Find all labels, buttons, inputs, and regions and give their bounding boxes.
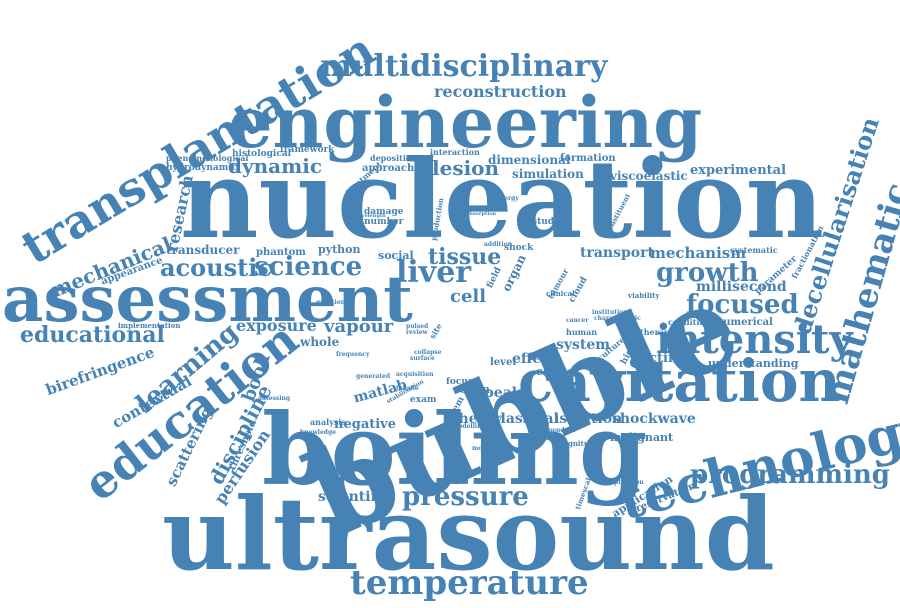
word-classical: classical [492,411,559,427]
word-experimental: experimental [690,163,787,178]
word-interaction: interaction [430,147,480,157]
word-hydrodynamic: hydrodynamic [166,163,238,173]
word-tensile: tensile [396,385,419,392]
word-engineering: engineering [228,81,703,164]
word-millisecond: millisecond [696,279,787,295]
word-mechanism: mechanism [650,244,747,262]
word-pressure: pressure [402,482,529,512]
word-intensity: intensity [656,316,853,363]
word-multidisciplinary: multidisciplinary [320,49,608,84]
word-morphology: morphology [472,445,513,452]
word-phenomenological: phenomenological [166,153,249,163]
word-programming: programming [690,460,890,490]
word-level: level [490,357,517,368]
word-shock: shock [504,243,534,253]
word-studies: studies [532,217,569,227]
word-complication: complication [600,479,644,486]
word-whole: whole [300,335,340,349]
word-assessing: assessing [258,395,291,402]
word-numerical: numerical [716,317,773,328]
word-wavelength: wavelength [354,213,386,219]
word-boiling: boiling [262,393,648,508]
word-tissue: tissue [428,244,502,270]
word-damage: damage [364,207,404,217]
word-liver: liver [396,255,472,290]
word-formation: formation [560,153,616,164]
word-viscoelastic: viscoelastic [610,169,688,183]
word-knowledge: knowledge [300,429,336,436]
word-isolation: isolation [554,411,623,427]
word-cell: cell [450,286,487,307]
word-reconstruction: reconstruction [434,82,567,101]
word-clinical: clinical [546,289,575,298]
word-transducer: transducer [166,243,240,257]
word-transport: transport [580,245,654,261]
word-effect: effect [512,351,557,367]
word-open: open [460,383,491,396]
word-scientific: scientific [318,489,390,505]
word-question: question [316,299,346,306]
word-pulsed: pulsed [406,323,429,330]
word-number: number [364,217,404,227]
word-human: human [566,327,598,337]
word-vapour: vapour [324,316,394,337]
word-focused: focused [686,290,799,320]
word-peak: peak [484,385,522,401]
word-dimensional: dimensional [488,153,571,167]
word-dynamic: dynamic [228,154,323,178]
word-ultrasound: ultrasound [162,475,775,593]
word-understanding: understanding [708,357,799,370]
word-absorption: absorption [466,211,497,217]
word-science: science [254,252,363,282]
word-phantom: phantom [256,247,306,258]
word-approach: approach [362,163,415,174]
word-theory: theory [452,411,503,427]
word-modelling: modelling [452,423,486,430]
word-shockwave: shockwave [612,411,696,427]
word-cavitation: cavitation [518,347,841,415]
word-nucleation: nucleation [180,137,824,263]
word-acoustic: acoustic [160,253,272,282]
word-exam: exam [410,395,437,405]
word-review: review [406,329,428,336]
word-system: system [556,337,611,353]
word-characteristic: characteristic [594,315,641,322]
word-analysis: analysis [310,417,346,427]
word-dependent: dependent [540,427,576,434]
word-social: social [378,249,414,262]
word-site: site [427,321,444,341]
word-lesion: lesion [432,156,500,180]
word-energy: energy [496,195,519,202]
word-collapse: collapse [414,349,442,356]
word-exposure: exposure [236,316,317,335]
word-frequency: frequency [336,351,370,358]
word-rectified: rectified [634,351,695,366]
word-institution: institution [592,309,628,316]
word-condition: condition [668,317,711,327]
word-viability: viability [628,291,660,300]
word-cancer: cancer [566,317,589,324]
word-closed: closed [536,365,576,378]
word-temperature: temperature [350,563,589,603]
word-surface: surface [410,355,435,362]
word-malignant: malignant [610,431,674,444]
word-assessment: assessment [2,262,413,337]
word-histological: histological [232,149,292,159]
word-focus: focus [446,377,473,387]
word-deposition: deposition [370,153,418,163]
word-python: python [318,243,361,256]
word-framework: framework [280,145,335,155]
word-magnitude: magnitude [556,439,599,448]
word-negative: negative [334,417,397,432]
word-generated: generated [356,373,391,380]
word-implementation: implementation [118,321,181,330]
word-growth: growth [656,258,759,288]
word-educational: educational [20,322,165,348]
word-therapy: therapy [640,327,675,337]
word-systematic: systematic [730,245,778,255]
word-simulation: simulation [512,167,584,181]
word-acquisition: acquisition [396,371,434,378]
word-addition: addition [484,241,512,248]
